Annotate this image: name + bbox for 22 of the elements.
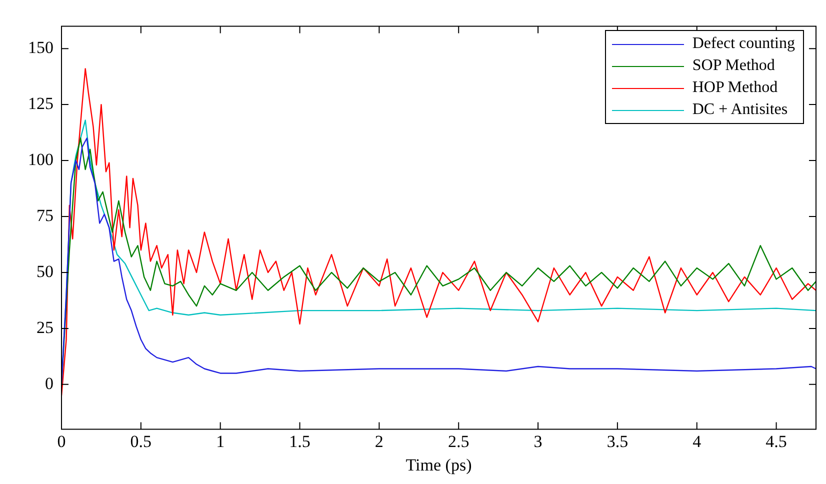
x-tick-label: 1 xyxy=(216,432,225,451)
x-axis-title: Time (ps) xyxy=(406,455,472,474)
y-tick-label: 75 xyxy=(36,206,54,225)
x-tick-label: 3.5 xyxy=(606,432,628,451)
legend-label: SOP Method xyxy=(692,56,775,76)
x-tick-label: 2 xyxy=(374,432,384,451)
y-tick-label: 100 xyxy=(28,150,54,169)
x-tick-label: 4 xyxy=(692,432,702,451)
legend-label: HOP Method xyxy=(692,78,778,98)
y-tick-label: 125 xyxy=(28,94,54,114)
legend-label: Defect counting xyxy=(692,34,795,54)
y-tick-label: 50 xyxy=(36,262,54,281)
y-tick-label: 0 xyxy=(45,374,54,393)
x-tick-label: 0.5 xyxy=(130,432,152,451)
y-tick-label: 25 xyxy=(36,318,54,337)
x-tick-label: 3 xyxy=(534,432,542,451)
legend-label: DC + Antisites xyxy=(692,100,788,120)
x-tick-label: 2.5 xyxy=(448,432,470,451)
x-tick-label: 4.5 xyxy=(766,432,787,451)
x-tick-label: 0 xyxy=(57,432,66,451)
x-tick-label: 1.5 xyxy=(289,432,310,451)
y-tick-label: 150 xyxy=(28,38,54,58)
